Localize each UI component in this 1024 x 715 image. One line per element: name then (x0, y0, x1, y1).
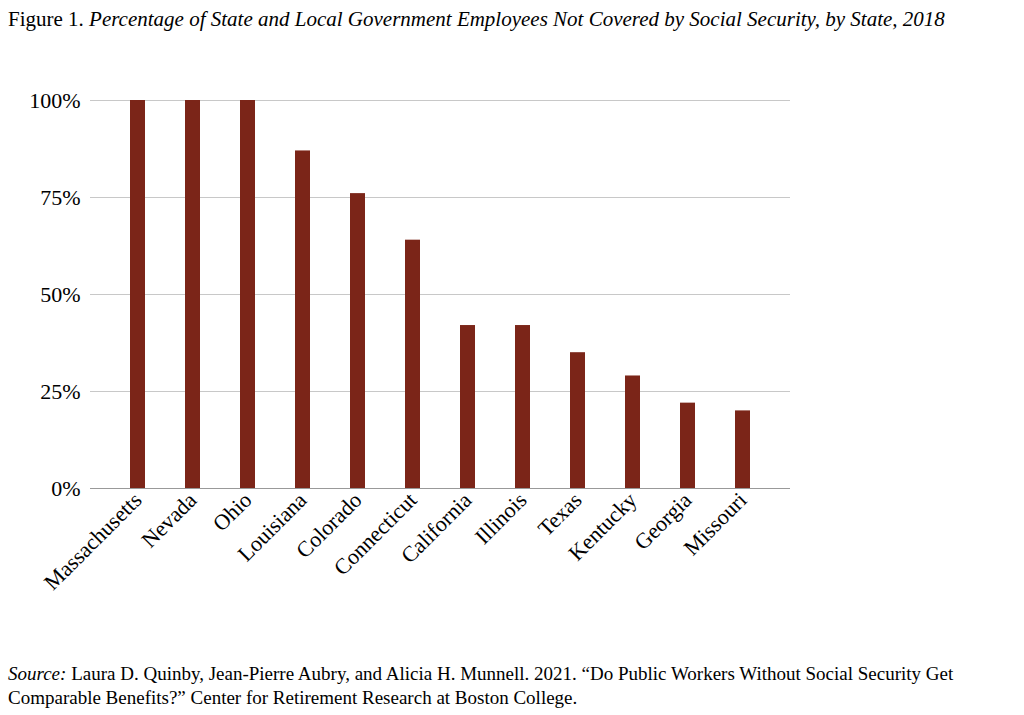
svg-text:Colorado: Colorado (290, 487, 367, 563)
svg-text:Missouri: Missouri (679, 487, 752, 560)
svg-text:100%: 100% (29, 88, 80, 113)
html-text:Figure 1. Percentage of State: Figure 1. Percentage of State and Local … (8, 7, 945, 31)
svg-text:Ohio: Ohio (208, 487, 257, 536)
svg-text:Kentucky: Kentucky (563, 487, 641, 565)
svg-text:50%: 50% (40, 282, 80, 307)
svg-text:75%: 75% (40, 185, 80, 210)
svg-text:25%: 25% (40, 379, 80, 404)
svg-text:California: California (396, 487, 477, 568)
svg-text:Illinois: Illinois (470, 487, 532, 549)
html-text:Source: Laura D. Quinby, Jean-: Source: Laura D. Quinby, Jean-Pierre Aub… (8, 663, 954, 708)
svg-text:Texas: Texas (532, 487, 587, 542)
svg-text:Georgia: Georgia (629, 487, 697, 555)
svg-text:Louisiana: Louisiana (232, 487, 312, 567)
svg-text:0%: 0% (51, 476, 80, 501)
svg-text:Massachusetts: Massachusetts (39, 487, 147, 595)
svg-text:Nevada: Nevada (136, 487, 201, 552)
svg-text:Connecticut: Connecticut (329, 487, 422, 580)
